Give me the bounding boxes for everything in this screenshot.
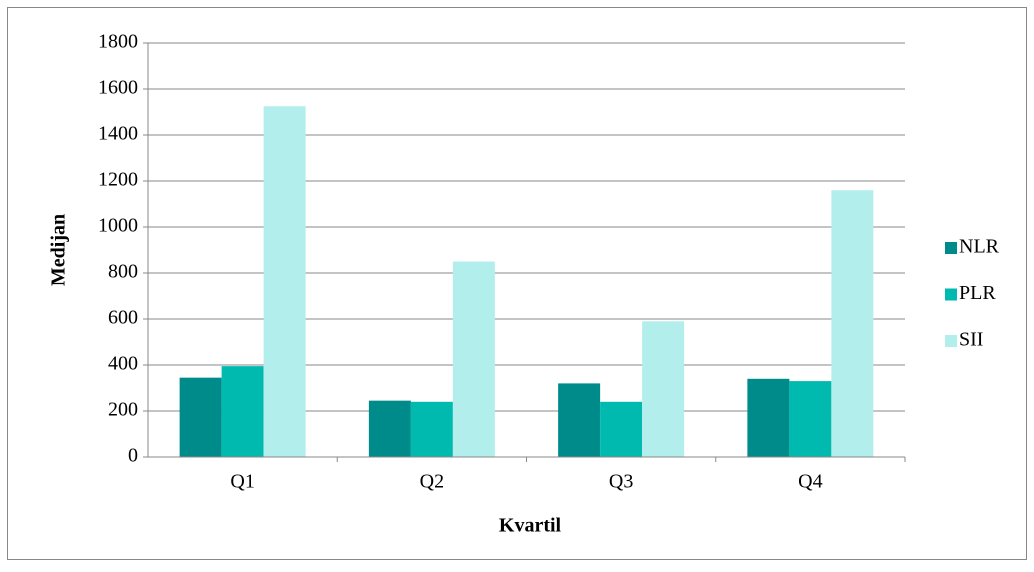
bar xyxy=(179,377,222,457)
y-tick-label: 1000 xyxy=(98,215,138,237)
chart-frame xyxy=(7,7,1027,560)
bar xyxy=(558,383,601,457)
y-tick-label: 1800 xyxy=(98,31,138,53)
x-tick-label: Q1 xyxy=(230,471,254,493)
bar xyxy=(747,378,790,457)
y-tick-label: 0 xyxy=(128,445,138,467)
y-tick-label: 1400 xyxy=(98,123,138,145)
x-tick-label: Q2 xyxy=(420,471,444,493)
y-tick-label: 400 xyxy=(108,353,138,375)
bar xyxy=(221,366,264,457)
legend-swatch xyxy=(945,335,957,347)
bar xyxy=(263,106,306,457)
bar xyxy=(831,190,874,457)
y-tick-label: 1600 xyxy=(98,77,138,99)
x-axis-label: Kvartil xyxy=(499,515,562,537)
bar xyxy=(452,261,495,457)
bar xyxy=(600,401,643,457)
legend-label: NLR xyxy=(959,236,1000,258)
y-tick-label: 600 xyxy=(108,307,138,329)
legend-swatch xyxy=(945,288,957,301)
y-tick-label: 800 xyxy=(108,261,138,283)
y-tick-label: 1200 xyxy=(98,169,138,191)
x-tick-label: Q4 xyxy=(798,471,822,493)
bar xyxy=(368,400,411,457)
legend-label: PLR xyxy=(959,282,996,304)
bar xyxy=(789,381,832,457)
y-axis-label: Medijan xyxy=(48,214,70,286)
bar xyxy=(410,401,453,457)
y-tick-label: 200 xyxy=(108,399,138,421)
legend-label: SII xyxy=(959,329,983,351)
legend-swatch xyxy=(945,242,957,254)
bar xyxy=(642,321,685,457)
x-tick-label: Q3 xyxy=(609,471,633,493)
